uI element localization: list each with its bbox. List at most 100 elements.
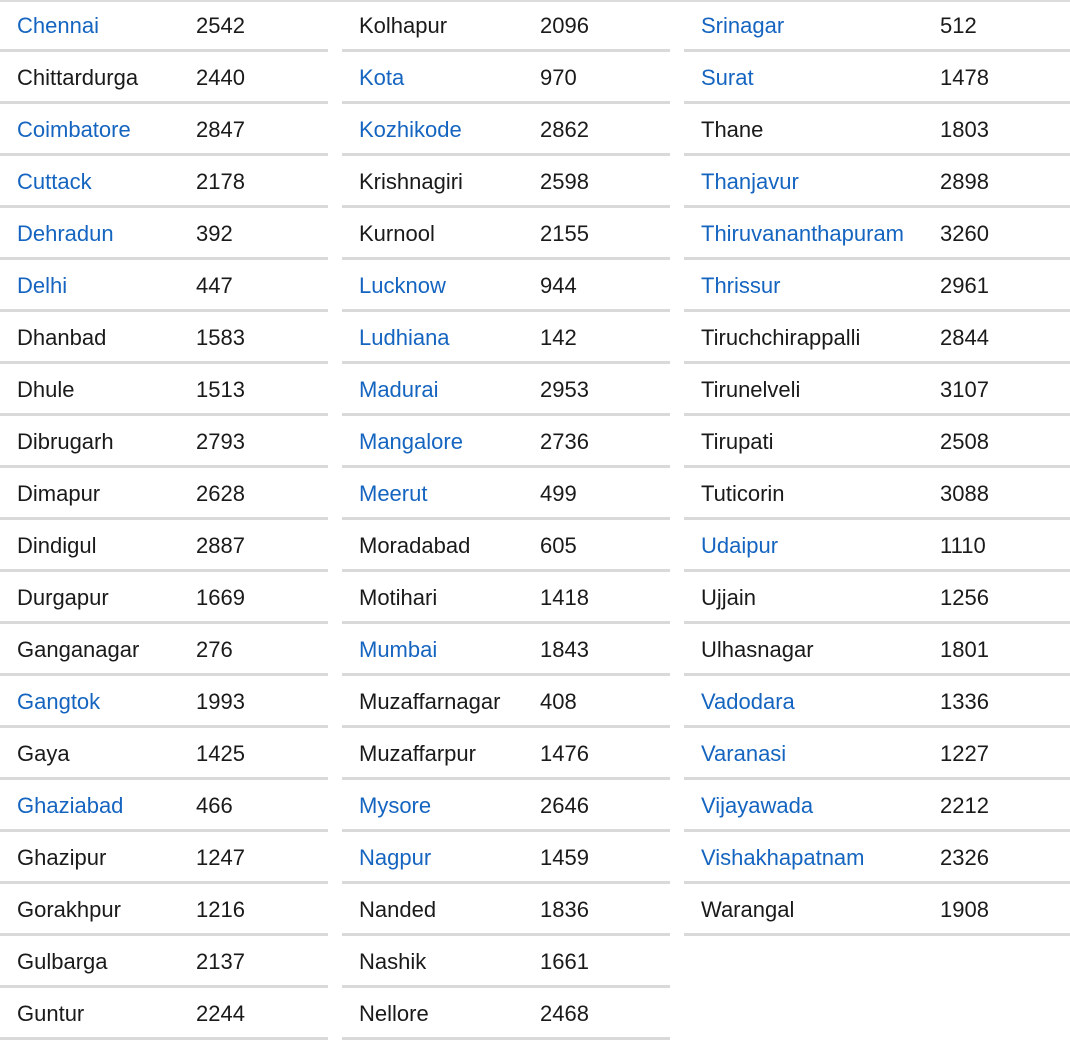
top-divider bbox=[0, 0, 1070, 2]
city-link[interactable]: Thiruvananthapuram bbox=[701, 221, 905, 246]
table-row: Delhi 447 bbox=[0, 260, 328, 312]
city-value: 2155 bbox=[540, 221, 589, 246]
table-row: Vishakhapatnam 2326 bbox=[684, 832, 1070, 884]
table-row: Tiruchchirappalli 2844 bbox=[684, 312, 1070, 364]
table-row: Tuticorin 3088 bbox=[684, 468, 1070, 520]
city-value: 2953 bbox=[540, 377, 589, 402]
table-row: Chennai 2542 bbox=[0, 0, 328, 52]
city-link[interactable]: Vijayawada bbox=[701, 793, 814, 818]
city-value: 1425 bbox=[196, 741, 245, 766]
city-link[interactable]: Kozhikode bbox=[359, 117, 462, 142]
city-value: 2244 bbox=[196, 1001, 245, 1026]
city-value: 1478 bbox=[940, 65, 989, 90]
city-value: 1669 bbox=[196, 585, 245, 610]
table-row: Lucknow 944 bbox=[342, 260, 670, 312]
city-value: 2468 bbox=[540, 1001, 589, 1026]
table-row: Nellore 2468 bbox=[342, 988, 670, 1040]
city-link[interactable]: Thanjavur bbox=[701, 169, 799, 194]
city-name: Dhanbad bbox=[17, 325, 107, 350]
city-link[interactable]: Vishakhapatnam bbox=[701, 845, 865, 870]
city-link[interactable]: Meerut bbox=[359, 481, 428, 506]
city-value: 1247 bbox=[196, 845, 245, 870]
city-value: 1836 bbox=[540, 897, 589, 922]
city-link[interactable]: Thrissur bbox=[701, 273, 781, 298]
city-link[interactable]: Coimbatore bbox=[17, 117, 131, 142]
city-link[interactable]: Mangalore bbox=[359, 429, 463, 454]
city-name: Chittardurga bbox=[17, 65, 139, 90]
city-link[interactable]: Delhi bbox=[17, 273, 68, 298]
city-value: 1459 bbox=[540, 845, 589, 870]
city-value: 142 bbox=[540, 325, 577, 350]
city-value: 2096 bbox=[540, 13, 589, 38]
city-value: 3260 bbox=[940, 221, 989, 246]
city-name: Ghazipur bbox=[17, 845, 107, 870]
city-link[interactable]: Dehradun bbox=[17, 221, 114, 246]
table-row: Kurnool 2155 bbox=[342, 208, 670, 260]
table-row: Motihari 1418 bbox=[342, 572, 670, 624]
city-value: 2178 bbox=[196, 169, 245, 194]
table-row: Ujjain 1256 bbox=[684, 572, 1070, 624]
table-row: Mangalore 2736 bbox=[342, 416, 670, 468]
city-value: 2326 bbox=[940, 845, 989, 870]
city-name: Kolhapur bbox=[359, 13, 448, 38]
city-value: 944 bbox=[540, 273, 577, 298]
city-name: Motihari bbox=[359, 585, 438, 610]
city-value: 605 bbox=[540, 533, 577, 558]
city-link[interactable]: Lucknow bbox=[359, 273, 446, 298]
table-row: Madurai 2953 bbox=[342, 364, 670, 416]
city-value: 970 bbox=[540, 65, 577, 90]
city-name: Dibrugarh bbox=[17, 429, 114, 454]
city-value: 2887 bbox=[196, 533, 245, 558]
table-row: Durgapur 1669 bbox=[0, 572, 328, 624]
city-link[interactable]: Gangtok bbox=[17, 689, 101, 714]
table-row: Thiruvananthapuram 3260 bbox=[684, 208, 1070, 260]
table-row: Meerut 499 bbox=[342, 468, 670, 520]
city-value: 3088 bbox=[940, 481, 989, 506]
city-value: 499 bbox=[540, 481, 577, 506]
city-value: 2212 bbox=[940, 793, 989, 818]
city-link[interactable]: Mumbai bbox=[359, 637, 438, 662]
table-row: Dimapur 2628 bbox=[0, 468, 328, 520]
city-name: Tuticorin bbox=[701, 481, 785, 506]
city-link[interactable]: Nagpur bbox=[359, 845, 432, 870]
city-link[interactable]: Udaipur bbox=[701, 533, 779, 558]
city-value: 408 bbox=[540, 689, 577, 714]
city-link[interactable]: Vadodara bbox=[701, 689, 795, 714]
city-name: Ulhasnagar bbox=[701, 637, 814, 662]
city-name: Guntur bbox=[17, 1001, 85, 1026]
city-value: 392 bbox=[196, 221, 233, 246]
city-link[interactable]: Cuttack bbox=[17, 169, 92, 194]
city-name: Gaya bbox=[17, 741, 70, 766]
city-value: 447 bbox=[196, 273, 233, 298]
city-link[interactable]: Kota bbox=[359, 65, 405, 90]
city-link[interactable]: Mysore bbox=[359, 793, 432, 818]
city-value: 1801 bbox=[940, 637, 989, 662]
table-row: Srinagar 512 bbox=[684, 0, 1070, 52]
city-link[interactable]: Chennai bbox=[17, 13, 99, 38]
city-value: 1476 bbox=[540, 741, 589, 766]
city-value: 2844 bbox=[940, 325, 989, 350]
table-row: Ulhasnagar 1801 bbox=[684, 624, 1070, 676]
table-row: Moradabad 605 bbox=[342, 520, 670, 572]
city-name: Dindigul bbox=[17, 533, 97, 558]
table-row: Chittardurga 2440 bbox=[0, 52, 328, 104]
city-link[interactable]: Varanasi bbox=[701, 741, 787, 766]
city-name: Ujjain bbox=[701, 585, 757, 610]
table-row: Kozhikode 2862 bbox=[342, 104, 670, 156]
table-row: Ghazipur 1247 bbox=[0, 832, 328, 884]
table-row: Ghaziabad 466 bbox=[0, 780, 328, 832]
city-name: Gorakhpur bbox=[17, 897, 121, 922]
city-link[interactable]: Madurai bbox=[359, 377, 439, 402]
city-link[interactable]: Ludhiana bbox=[359, 325, 450, 350]
city-link[interactable]: Srinagar bbox=[701, 13, 785, 38]
table-row: Thane 1803 bbox=[684, 104, 1070, 156]
city-link[interactable]: Surat bbox=[701, 65, 754, 90]
city-name: Warangal bbox=[701, 897, 795, 922]
city-value: 2137 bbox=[196, 949, 245, 974]
city-value: 2898 bbox=[940, 169, 989, 194]
table-row: Thanjavur 2898 bbox=[684, 156, 1070, 208]
city-value: 1661 bbox=[540, 949, 589, 974]
city-value: 2847 bbox=[196, 117, 245, 142]
city-link[interactable]: Ghaziabad bbox=[17, 793, 124, 818]
